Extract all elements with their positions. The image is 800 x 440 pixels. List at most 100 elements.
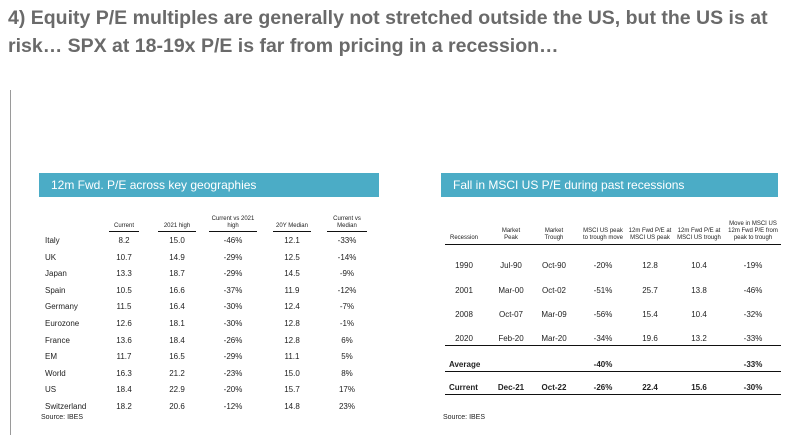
left-cell-current: 13.6 [116, 336, 132, 345]
left-cell-current: 10.5 [116, 286, 132, 295]
left-row-name: Germany [45, 302, 78, 311]
left-table-source: Source: IBES [41, 414, 84, 421]
left-header-underline [209, 231, 257, 232]
right-cell-pe_trough: 10.4 [691, 310, 707, 319]
right-row-rule [445, 345, 781, 346]
left-cell-vs_high: -20% [223, 385, 243, 394]
left-cell-vs_high: -46% [223, 236, 243, 245]
left-cell-vs_median: -14% [337, 253, 357, 262]
left-col-header: Current vs 2021 high [207, 214, 259, 230]
left-cell-vs_high: -23% [223, 369, 243, 378]
right-cell-pe_move: -33% [743, 334, 763, 343]
left-cell-median: 15.7 [284, 385, 300, 394]
left-cell-current: 11.5 [116, 302, 132, 311]
left-row-name: Japan [45, 269, 67, 278]
right-cell-peak: Jul-90 [500, 261, 522, 270]
right-cell-pe_move: -32% [743, 310, 763, 319]
left-cell-high2021: 21.2 [169, 369, 185, 378]
left-cell-vs_high: -29% [223, 352, 243, 361]
left-col-header: 20Y Median [271, 214, 313, 230]
right-col-header: Market Peak [495, 197, 527, 242]
left-row-name: Italy [45, 236, 60, 245]
left-col-header-text: Current vs 2021 high [211, 216, 255, 229]
left-cell-current: 16.3 [116, 369, 132, 378]
right-cell-pe_peak: 25.7 [642, 286, 658, 295]
left-cell-median: 12.8 [284, 319, 300, 328]
right-cell-pe_move: -46% [743, 286, 763, 295]
left-cell-vs_high: -29% [223, 269, 243, 278]
current-move: -26% [593, 383, 613, 392]
left-cell-high2021: 20.6 [169, 402, 185, 411]
left-cell-median: 11.9 [284, 286, 300, 295]
right-col-header-text: Market Peak [501, 228, 521, 241]
left-cell-vs_median: 6% [341, 336, 353, 345]
right-cell-move: -20% [593, 261, 613, 270]
right-col-header-text: Recession [449, 235, 478, 241]
right-cell-recession: 2001 [455, 286, 473, 295]
left-row-name: Spain [45, 286, 66, 295]
left-cell-current: 12.6 [116, 319, 132, 328]
left-row-name: US [45, 385, 57, 394]
right-cell-move: -56% [593, 310, 613, 319]
right-cell-pe_peak: 12.8 [642, 261, 658, 270]
right-cell-pe_trough: 10.4 [691, 261, 707, 270]
right-col-header: MSCI US peak to trough move [581, 197, 625, 242]
left-col-header-text: Current [113, 223, 134, 229]
right-col-header-text: Move in MSCI US 12m Fwd P/E from peak to… [728, 221, 778, 241]
right-cell-peak: Mar-00 [498, 286, 524, 295]
left-row-name: Eurozone [45, 319, 80, 328]
left-cell-vs_median: -12% [337, 286, 357, 295]
left-cell-vs_median: -9% [339, 269, 355, 278]
average-move: -40% [593, 360, 613, 369]
average-label: Average [449, 360, 481, 369]
right-cell-pe_move: -19% [743, 261, 763, 270]
left-cell-vs_median: 17% [338, 385, 355, 394]
right-header-rule [445, 244, 781, 245]
right-cell-peak: Oct-07 [498, 310, 523, 319]
right-cell-recession: 1990 [455, 261, 473, 270]
right-col-header: 12m Fwd P/E at MSCI US trough [675, 197, 723, 242]
right-cell-pe_trough: 13.2 [691, 334, 707, 343]
left-header-underline [109, 231, 139, 232]
average-rule [445, 371, 781, 372]
right-col-header-text: MSCI US peak to trough move [582, 228, 624, 241]
left-cell-high2021: 16.4 [169, 302, 185, 311]
left-cell-current: 13.3 [116, 269, 132, 278]
left-cell-vs_median: 8% [341, 369, 353, 378]
left-cell-high2021: 14.9 [169, 253, 185, 262]
left-cell-median: 12.5 [284, 253, 300, 262]
current-pe_trough: 15.6 [691, 383, 707, 392]
right-col-header-text: 12m Fwd P/E at MSCI US peak [628, 228, 672, 241]
right-cell-recession: 2020 [455, 334, 473, 343]
right-col-header: Recession [447, 197, 481, 242]
left-cell-current: 8.2 [118, 236, 130, 245]
current-rule [445, 394, 781, 395]
right-table-title: Fall in MSCI US P/E during past recessio… [441, 173, 778, 197]
right-col-header-text: 12m Fwd P/E at MSCI US trough [677, 228, 721, 241]
right-cell-trough: Oct-90 [541, 261, 566, 270]
left-cell-vs_high: -26% [223, 336, 243, 345]
right-col-header: Move in MSCI US 12m Fwd P/E from peak to… [725, 197, 781, 242]
left-col-header: Current [107, 214, 141, 230]
left-cell-vs_high: -30% [223, 319, 243, 328]
right-cell-move: -51% [593, 286, 613, 295]
current-pe_move: -30% [743, 383, 763, 392]
current-pe_peak: 22.4 [642, 383, 658, 392]
left-cell-vs_high: -37% [223, 286, 243, 295]
left-row-name: UK [45, 253, 57, 262]
left-cell-median: 12.8 [284, 336, 300, 345]
left-row-name: World [45, 369, 66, 378]
right-table-source: Source: IBES [443, 414, 486, 421]
left-cell-high2021: 18.7 [169, 269, 185, 278]
right-cell-pe_peak: 15.4 [642, 310, 658, 319]
left-header-underline [273, 231, 311, 232]
right-col-header: 12m Fwd P/E at MSCI US peak [627, 197, 673, 242]
left-row-name: EM [45, 352, 57, 361]
left-cell-high2021: 15.0 [169, 236, 185, 245]
left-cell-vs_median: -7% [339, 302, 355, 311]
right-cell-recession: 2008 [455, 310, 473, 319]
right-cell-trough: Mar-20 [541, 334, 567, 343]
left-cell-current: 10.7 [116, 253, 132, 262]
left-header-underline [158, 231, 196, 232]
left-row-name: Switzerland [45, 402, 87, 411]
